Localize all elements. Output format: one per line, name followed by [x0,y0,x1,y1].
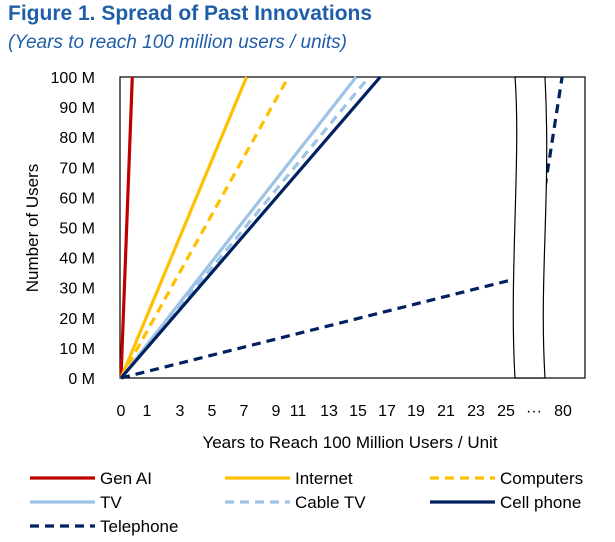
x-tick-label: 13 [320,403,338,420]
chart-title: Figure 1. Spread of Past Innovations [8,2,373,25]
legend-label: Telephone [100,517,178,536]
y-tick-label: 50 M [59,221,95,238]
legend-item-tv: TV [30,493,122,512]
y-tick-label: 30 M [59,281,95,298]
x-tick-label: 7 [240,403,249,420]
legend-item-cable-tv: Cable TV [225,493,366,512]
x-tick-label: 17 [378,403,396,420]
x-axis-label: Years to Reach 100 Million Users / Unit [202,433,497,452]
series-line-gen-ai [119,76,134,379]
x-tick-label: 21 [437,403,455,420]
series-line-computers [119,76,290,379]
x-tick-label: 23 [467,403,485,420]
x-tick-label: 5 [208,403,217,420]
series-lines [119,75,564,380]
legend-item-internet: Internet [225,469,353,488]
x-tick-label: 11 [290,403,307,420]
legend: Gen AI Internet Computers TV Cable TV Cell ph… [30,469,583,536]
x-tick-label: 25 [497,403,515,420]
series-line-tv [119,76,358,379]
y-tick-label: 80 M [59,130,95,147]
y-axis-ticks: 0 M 10 M 20 M 30 M 40 M 50 M 60 M 70 M 80 M 90 M 1… [51,70,95,388]
legend-item-gen-ai: Gen AI [30,469,152,488]
legend-label: Cell phone [500,493,581,512]
x-tick-label: 15 [349,403,367,420]
legend-label: Gen AI [100,469,152,488]
x-tick-label: ··· [526,403,542,420]
axis-break [512,76,548,379]
legend-item-telephone: Telephone [30,517,178,536]
x-tick-label: 9 [272,403,281,420]
series-line-telephone [120,76,564,380]
y-tick-label: 0 M [68,371,95,388]
legend-label: Internet [295,469,353,488]
x-tick-label: 3 [176,403,185,420]
legend-label: Cable TV [295,493,366,512]
series-line-internet [119,76,249,379]
axis-break-band [512,76,548,379]
y-tick-label: 40 M [59,251,95,268]
legend-item-cell-phone: Cell phone [430,493,581,512]
y-tick-label: 20 M [59,311,95,328]
y-axis-label: Number of Users [23,164,42,292]
x-tick-label: 19 [407,403,425,420]
y-tick-label: 100 M [51,70,95,87]
x-tick-label: 1 [143,403,152,420]
plot-border [119,76,586,379]
chart-subtitle: (Years to reach 100 million users / unit… [8,32,347,53]
legend-label: Computers [500,469,583,488]
x-tick-label: 80 [554,403,572,420]
series-line-cell-phone [119,75,382,380]
plot-area [119,76,586,379]
y-tick-label: 90 M [59,100,95,117]
x-tick-label: 0 [117,403,126,420]
legend-label: TV [100,493,122,512]
y-tick-label: 60 M [59,190,95,207]
x-axis-ticks: 0 1 3 5 7 9 11 13 15 17 19 21 23 25 ··· 80 [117,403,572,420]
y-tick-label: 10 M [59,341,95,358]
legend-item-computers: Computers [430,469,583,488]
y-tick-label: 70 M [59,160,95,177]
